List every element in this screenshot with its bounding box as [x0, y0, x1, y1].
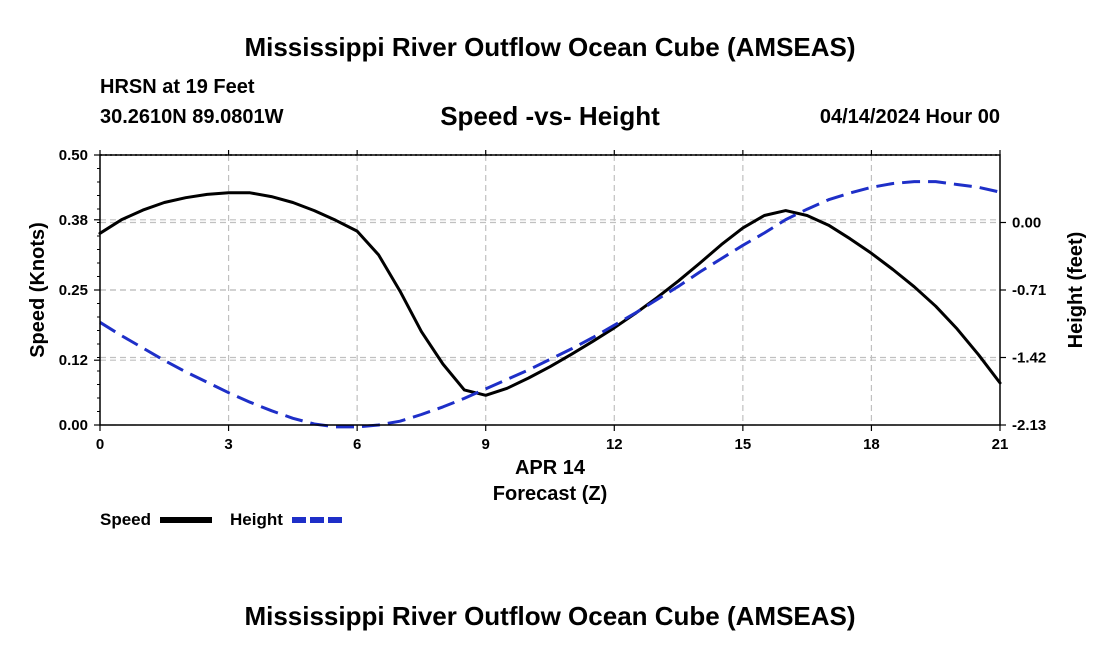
x-tick-label: 18 — [863, 436, 880, 453]
speed-series-line — [98, 191, 1002, 397]
x-axis-title: Forecast (Z) — [493, 483, 607, 505]
x-tick-label: 21 — [992, 436, 1009, 453]
x-tick-label: 3 — [224, 436, 232, 453]
axes-group: 0 3 6 9 12 15 18 21 0.00 0.12 0.25 0.38 0.50 -2.13 -1.… — [59, 147, 1046, 453]
x-tick-label: 6 — [353, 436, 361, 453]
series-group — [98, 180, 1002, 429]
height-series-line — [99, 180, 1001, 429]
y-axis-title: Speed (Knots) — [27, 222, 49, 358]
chart-subtitle: Speed -vs- Height — [440, 101, 660, 131]
y-tick-label: 0.12 — [59, 352, 88, 369]
x-tick-label: 0 — [96, 436, 104, 453]
y2-tick-label: -2.13 — [1012, 417, 1046, 434]
x-tick-label: 15 — [735, 436, 752, 453]
y-tick-label: 0.00 — [59, 417, 88, 434]
y2-tick-label: -0.71 — [1012, 282, 1046, 299]
x-axis-date: APR 14 — [515, 457, 586, 479]
x-tick-label: 12 — [606, 436, 623, 453]
footer-title: Mississippi River Outflow Ocean Cube (AM… — [244, 601, 856, 631]
station-label: HRSN at 19 Feet — [100, 76, 255, 98]
y2-tick-label: -1.42 — [1012, 350, 1046, 367]
x-tick-label: 9 — [482, 436, 490, 453]
y-tick-label: 0.50 — [59, 147, 88, 164]
coordinates-label: 30.2610N 89.0801W — [100, 106, 284, 128]
y-tick-label: 0.25 — [59, 282, 88, 299]
legend-speed-label: Speed — [100, 510, 151, 529]
forecast-datetime: 04/14/2024 Hour 00 — [819, 106, 1000, 128]
legend-height-label: Height — [230, 510, 283, 529]
grid-lines — [100, 155, 1000, 426]
y2-tick-label: 0.00 — [1012, 215, 1041, 232]
legend: Speed Height — [100, 510, 342, 529]
y-tick-label: 0.38 — [59, 212, 88, 229]
y2-axis-title: Height (feet) — [1065, 232, 1087, 349]
chart-title: Mississippi River Outflow Ocean Cube (AM… — [244, 32, 856, 62]
